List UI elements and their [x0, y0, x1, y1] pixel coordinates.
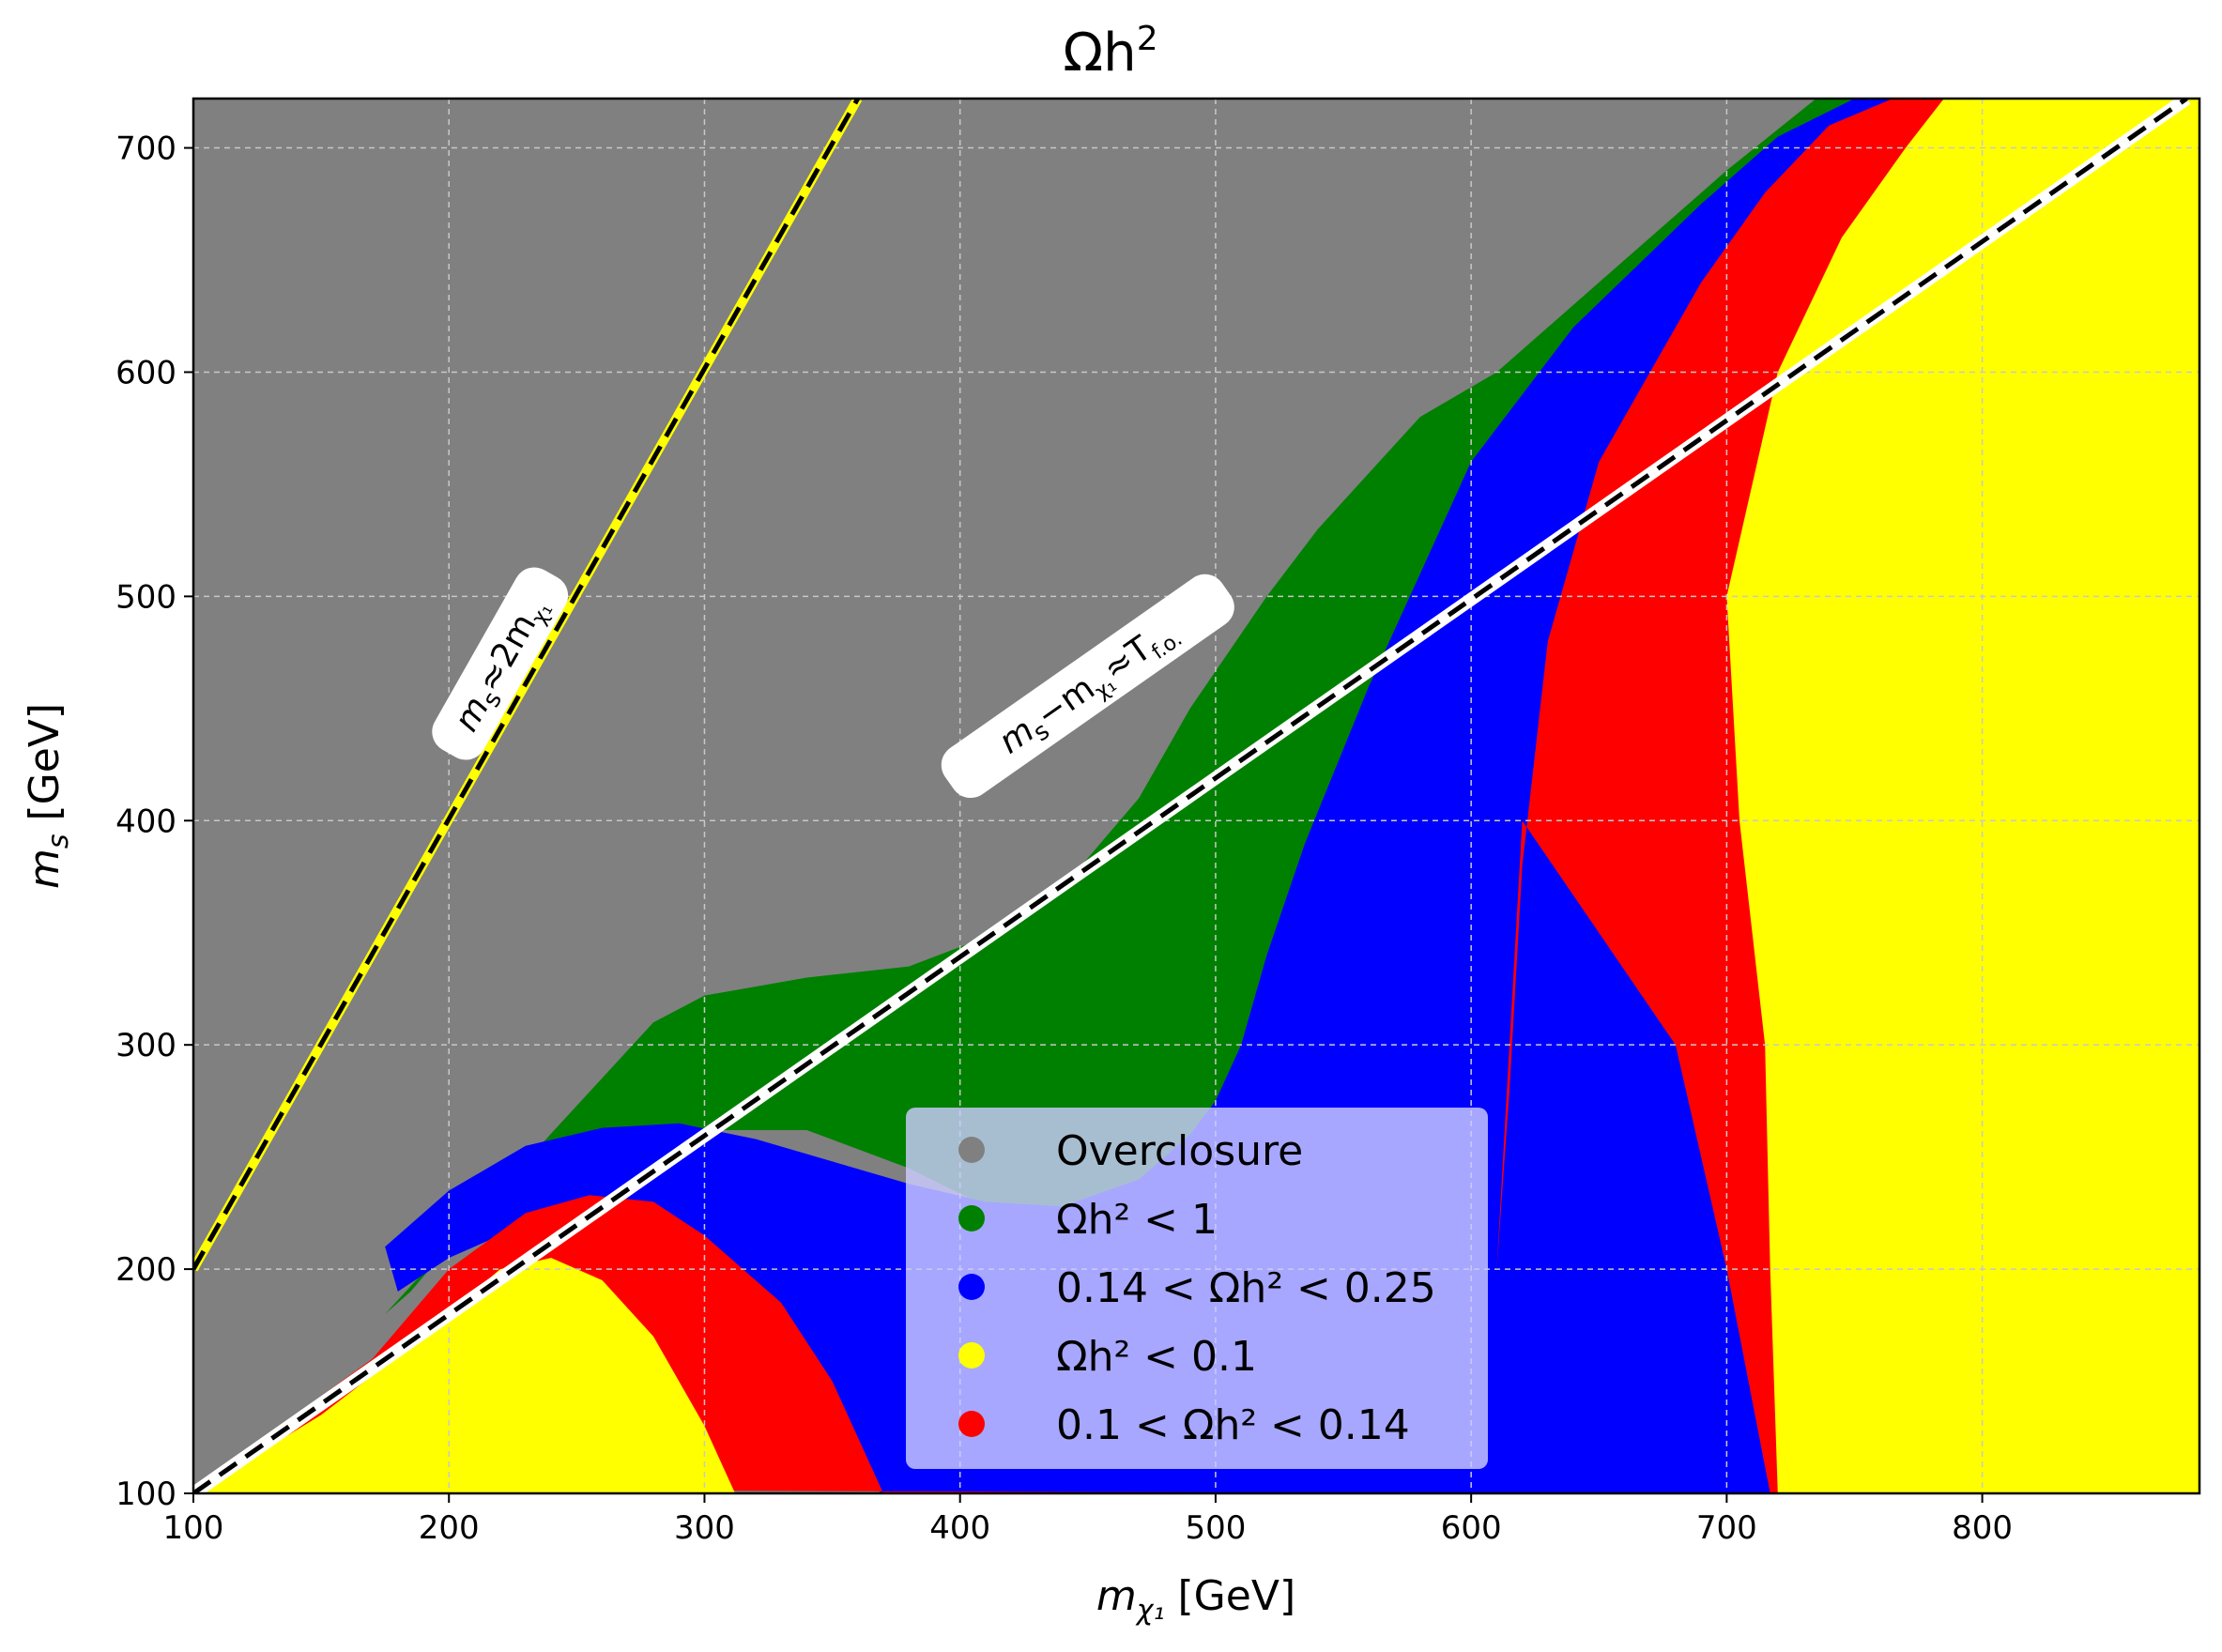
- chart-title: Ωh2: [1063, 20, 1157, 84]
- y-tick-label: 400: [115, 803, 176, 840]
- x-axis-label: mχ₁ [GeV]: [1096, 1572, 1295, 1627]
- legend-label-blue_band: 0.14 < Ωh² < 0.25: [1056, 1264, 1436, 1312]
- resonance-annotation-box: [432, 567, 569, 760]
- y-tick-label: 300: [115, 1027, 176, 1064]
- legend-box: [906, 1108, 1488, 1469]
- x-tick-label: 200: [419, 1509, 480, 1547]
- x-axis-ticks: 100 200 300 400 500 600 700 800: [163, 1493, 2013, 1547]
- x-tick-label: 400: [929, 1509, 990, 1547]
- legend: Overclosure Ωh² < 1 0.14 < Ωh² < 0.25 Ωh² <…: [906, 1108, 1488, 1469]
- line-annotations: ms≈2mχ₁ ms−mχ₁≈Tf.o.: [432, 567, 1234, 799]
- x-tick-label: 100: [163, 1509, 224, 1547]
- x-tick-label: 500: [1185, 1509, 1246, 1547]
- legend-label-lt1: Ωh² < 1: [1056, 1196, 1218, 1244]
- y-axis-label: ms [GeV]: [21, 703, 75, 889]
- plot-frame: [192, 97, 2201, 1495]
- legend-marker-lt1: [958, 1205, 985, 1231]
- plot-area: [193, 99, 2199, 1493]
- y-tick-label: 100: [115, 1476, 176, 1513]
- x-tick-label: 800: [1952, 1509, 2013, 1547]
- resonance-line: [193, 99, 860, 1271]
- threshold-line: [193, 99, 2188, 1493]
- legend-marker-blue_band: [958, 1274, 985, 1300]
- y-axis-ticks: 100 200 300 400 500 600 700: [115, 130, 193, 1513]
- legend-label-lt01: Ωh² < 0.1: [1056, 1333, 1257, 1381]
- legend-label-red_band: 0.1 < Ωh² < 0.14: [1056, 1401, 1410, 1449]
- y-tick-label: 500: [115, 578, 176, 616]
- y-tick-label: 600: [115, 354, 176, 391]
- legend-label-overclosure: Overclosure: [1056, 1127, 1303, 1175]
- x-tick-label: 600: [1441, 1509, 1502, 1547]
- legend-marker-red_band: [958, 1411, 985, 1437]
- region-lt01: [193, 99, 2199, 1493]
- threshold-annotation-box: [941, 574, 1234, 799]
- y-tick-label: 200: [115, 1251, 176, 1289]
- legend-marker-overclosure: [958, 1137, 985, 1163]
- legend-marker-lt01: [958, 1342, 985, 1369]
- x-tick-label: 300: [674, 1509, 735, 1547]
- y-tick-label: 700: [115, 130, 176, 168]
- x-tick-label: 700: [1696, 1509, 1757, 1547]
